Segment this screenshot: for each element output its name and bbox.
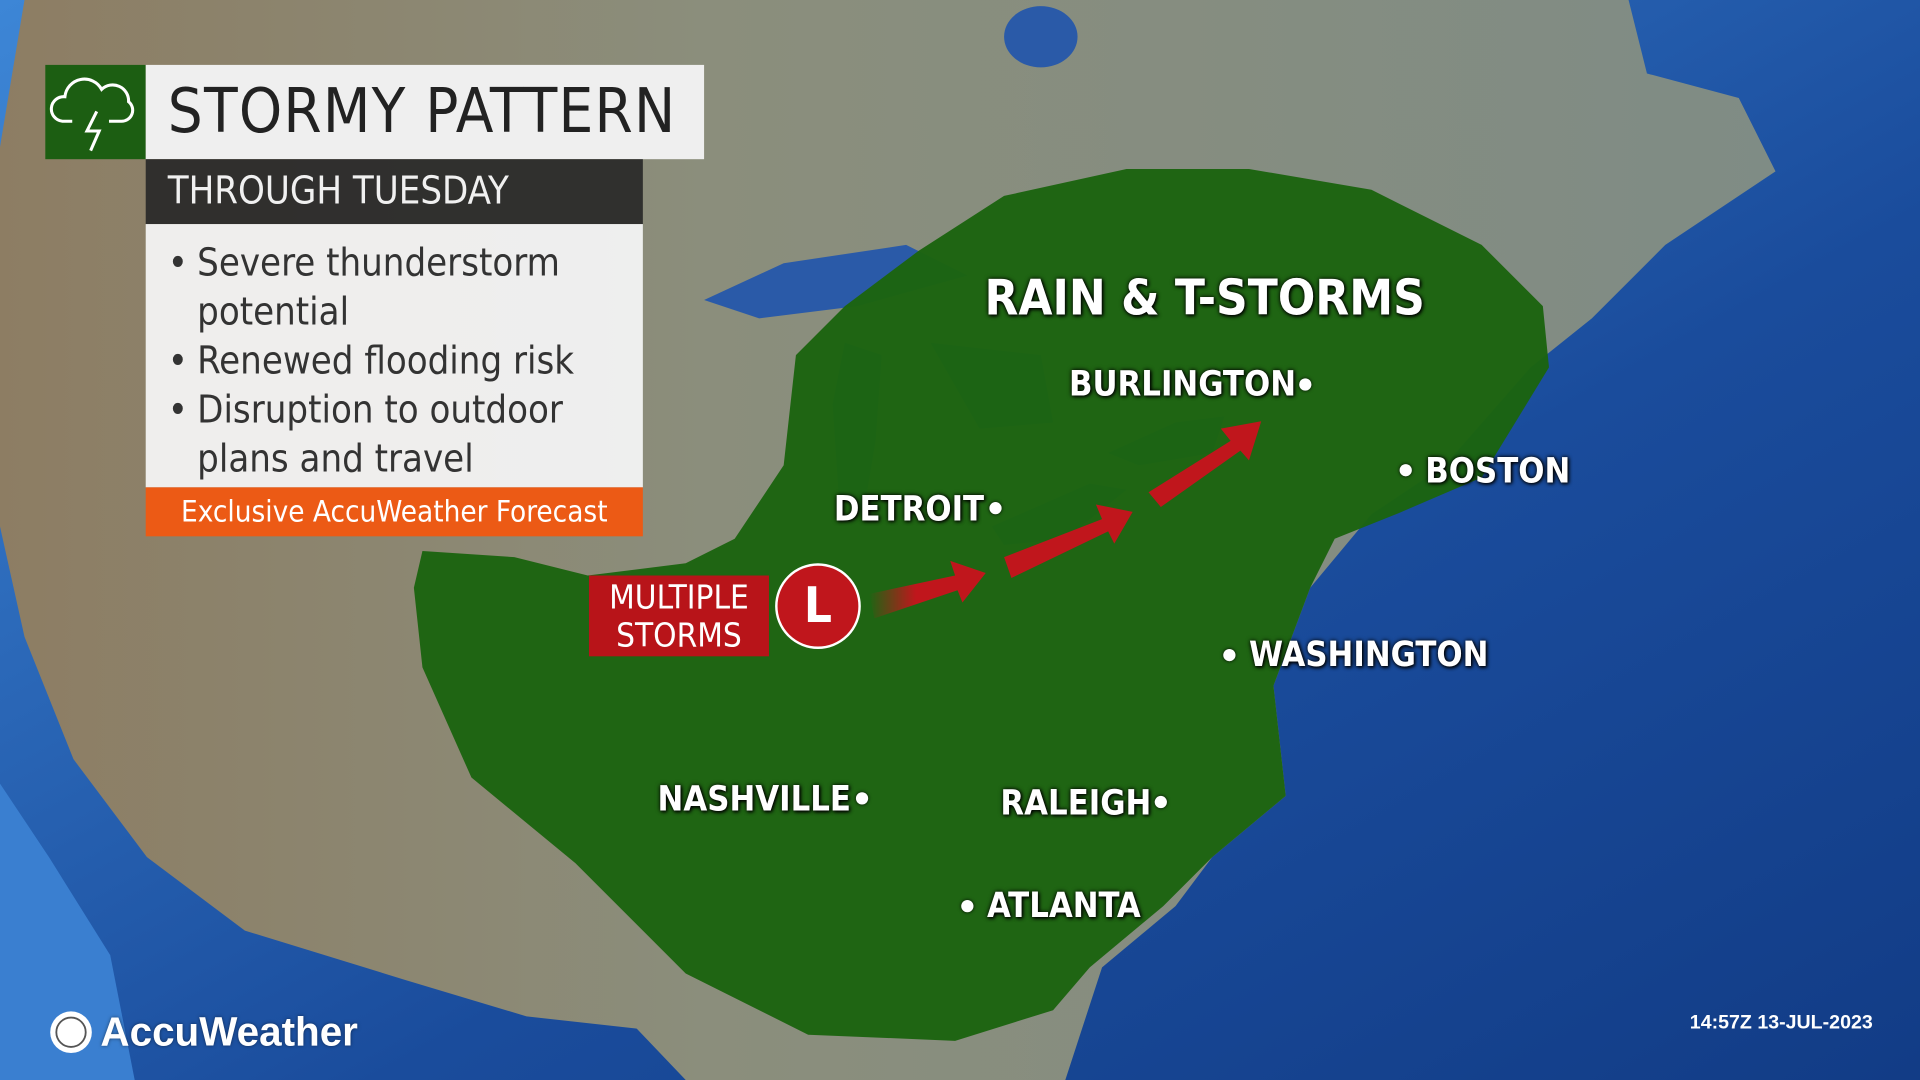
logo-text: AccuWeather <box>100 1008 358 1055</box>
storm-label-line2: STORMS <box>616 617 742 656</box>
city-dot <box>1223 648 1236 662</box>
city-dot <box>989 502 1002 515</box>
storm-track-arrows <box>869 421 1262 619</box>
city-dot <box>855 792 869 805</box>
area-label: RAIN & T-STORMS <box>984 270 1425 327</box>
timestamp: 14:57Z 13-JUL-2023 <box>1689 1012 1873 1034</box>
subtitle: THROUGH TUESDAY <box>145 159 643 225</box>
multiple-storms-label: MULTIPLE STORMS <box>588 575 769 657</box>
city-label-detroit: DETROIT <box>833 488 985 529</box>
list-item: Severe thunderstorm potential <box>168 239 631 337</box>
gulf-of-california <box>0 783 135 1080</box>
city-label-raleigh: RALEIGH <box>1000 782 1152 823</box>
page-title: STORMY PATTERN <box>145 64 705 160</box>
city-label-washington: WASHINGTON <box>1248 634 1489 675</box>
storm-arrow-3 <box>1148 421 1262 507</box>
city-dot <box>961 900 974 913</box>
storm-label-line1: MULTIPLE <box>609 579 749 618</box>
rain-tstorm-area <box>413 168 1549 1041</box>
low-pressure-icon: L <box>775 563 861 649</box>
storm-arrow-2 <box>1004 504 1133 578</box>
city-dot <box>1399 464 1412 477</box>
city-dot <box>1299 378 1312 391</box>
cloud-lightning-icon <box>49 77 135 152</box>
city-label-nashville: NASHVILLE <box>657 778 852 820</box>
city-label-atlanta: ATLANTA <box>986 885 1141 926</box>
impact-list: Severe thunderstorm potential Renewed fl… <box>145 224 643 488</box>
city-label-burlington: BURLINGTON <box>1068 363 1297 405</box>
city-label-boston: BOSTON <box>1425 450 1571 492</box>
accuweather-logo: AccuWeather <box>49 1009 358 1056</box>
sun-icon <box>50 1011 92 1054</box>
exclusive-banner: Exclusive AccuWeather Forecast <box>145 487 643 537</box>
storm-arrow-1 <box>869 560 986 619</box>
list-item: Disruption to outdoor plans and travel <box>168 386 631 484</box>
city-dot <box>1154 795 1167 809</box>
list-item: Renewed flooding risk <box>168 337 631 386</box>
header-icon-box <box>45 64 146 160</box>
